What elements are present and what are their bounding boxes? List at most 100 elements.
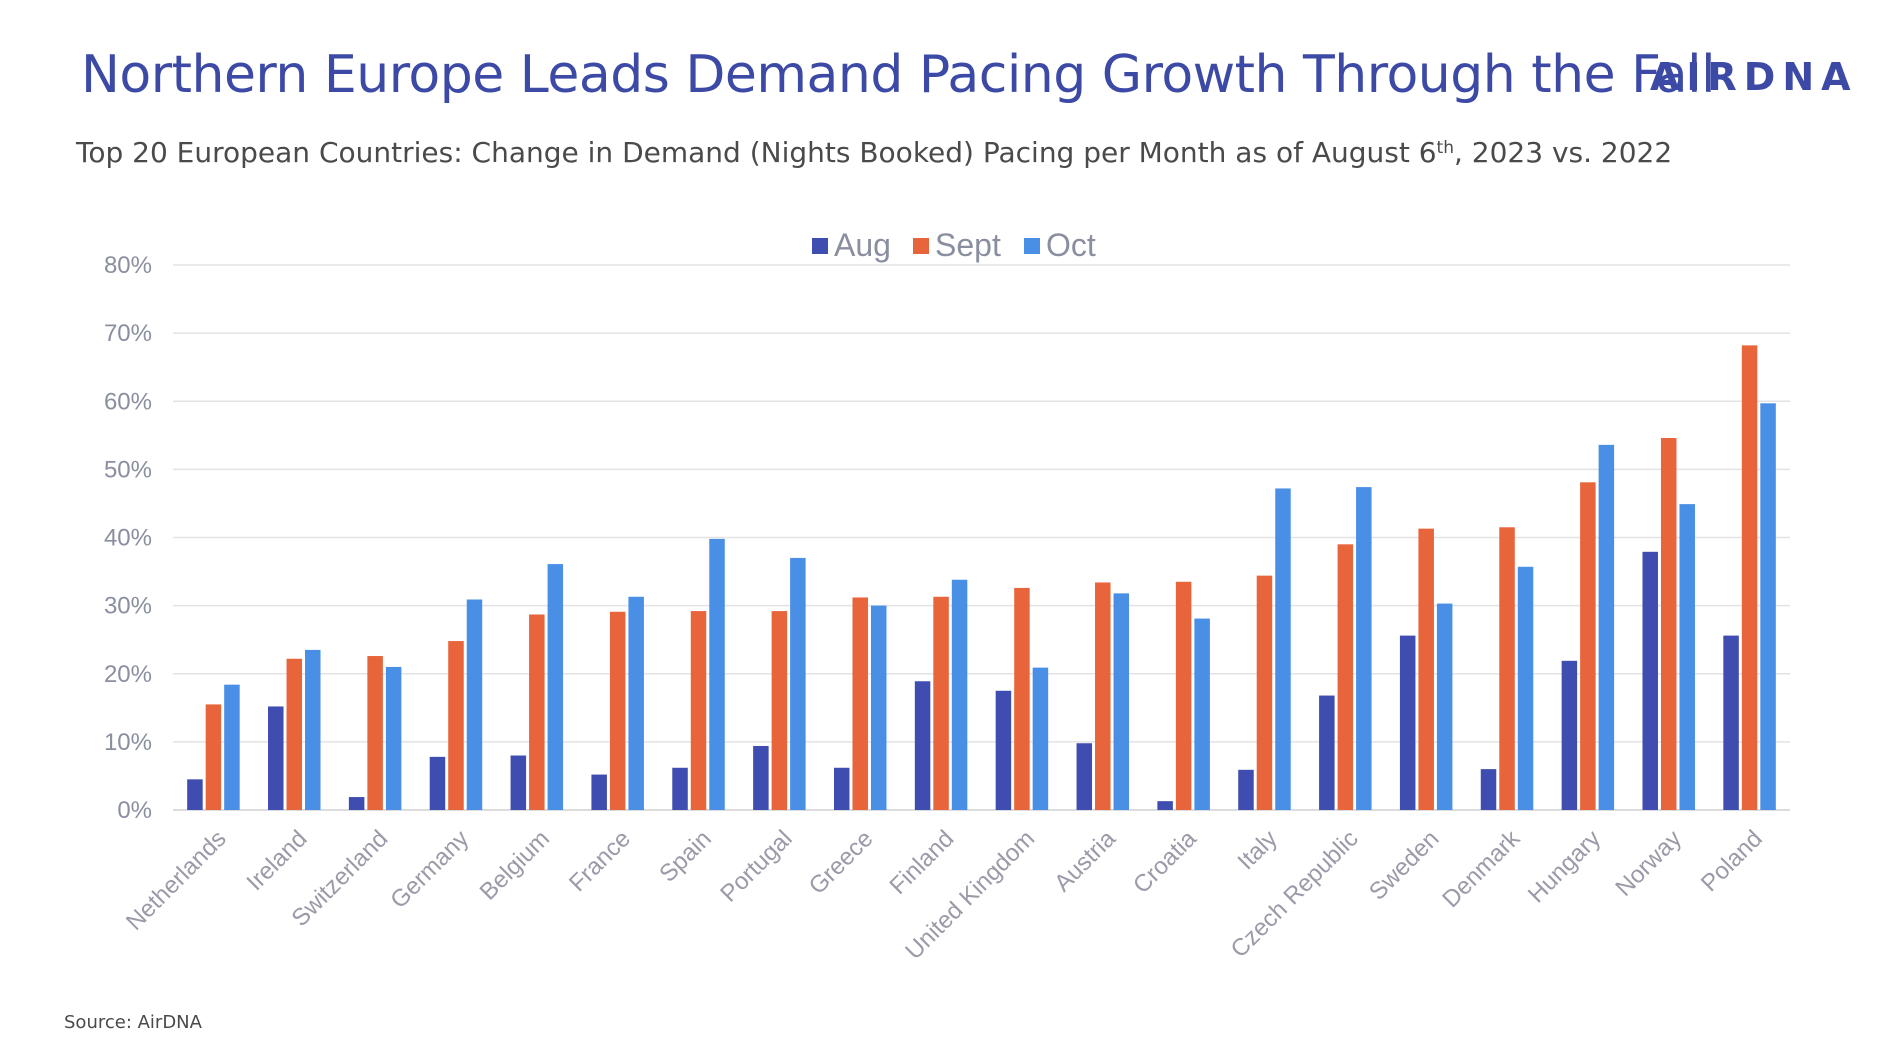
x-tick-label: Norway — [1610, 825, 1687, 902]
bar-aug — [1399, 635, 1416, 810]
bar-sept — [1580, 482, 1596, 810]
bar-sept — [771, 611, 788, 810]
x-tick-label: Greece — [804, 825, 879, 900]
bar-sept — [609, 611, 626, 810]
x-tick-label: Belgium — [475, 825, 555, 905]
x-tick-label: Finland — [885, 825, 960, 900]
bar-aug — [348, 797, 365, 810]
x-tick-label: Italy — [1233, 825, 1283, 875]
bar-oct — [547, 564, 564, 810]
bar-aug — [187, 779, 203, 810]
legend-label-aug: Aug — [834, 227, 891, 263]
bar-aug — [914, 681, 931, 810]
x-tick-label: Denmark — [1437, 824, 1526, 913]
bar-oct — [790, 557, 806, 810]
bar-oct — [1113, 593, 1130, 810]
chart-title: Northern Europe Leads Demand Pacing Grow… — [81, 45, 1716, 105]
bar-oct — [224, 684, 240, 810]
y-tick-label: 60% — [104, 388, 152, 415]
bar-sept — [1499, 527, 1515, 810]
legend-swatch-sept — [913, 238, 929, 254]
bar-aug — [995, 690, 1012, 810]
x-tick-label: Portugal — [715, 825, 797, 907]
bar-sept — [1175, 581, 1192, 810]
bar-sept — [1660, 438, 1677, 810]
y-tick-label: 0% — [117, 797, 152, 824]
bar-oct — [951, 579, 968, 810]
bar-aug — [672, 767, 688, 810]
legend-swatch-aug — [812, 238, 828, 254]
x-tick-label: Hungary — [1523, 825, 1606, 908]
bar-aug — [1642, 551, 1658, 810]
bar-oct — [1517, 566, 1534, 810]
bar-aug — [833, 767, 850, 810]
bar-aug — [1319, 695, 1335, 810]
bar-sept — [1418, 528, 1434, 810]
x-tick-label: France — [564, 825, 636, 897]
bar-oct — [1032, 667, 1049, 810]
bar-aug — [429, 756, 446, 810]
bar-sept — [529, 614, 545, 810]
bar-sept — [205, 704, 222, 810]
bar-sept — [1014, 587, 1030, 810]
bar-aug — [268, 706, 284, 810]
bar-sept — [690, 611, 707, 810]
x-tick-label: Austria — [1049, 825, 1121, 897]
bar-aug — [1480, 769, 1497, 810]
x-tick-label: Croatia — [1128, 825, 1202, 899]
x-tick-label: Germany — [385, 825, 474, 914]
x-tick-label: Spain — [654, 825, 717, 888]
bar-sept — [286, 658, 303, 810]
bar-oct — [466, 599, 483, 810]
y-tick-label: 20% — [104, 661, 152, 688]
bar-sept — [1741, 345, 1758, 810]
bar-oct — [1356, 487, 1372, 810]
bar-sept — [1095, 582, 1111, 810]
bar-aug — [1157, 801, 1173, 810]
bar-aug — [1076, 743, 1093, 810]
bar-sept — [448, 641, 464, 810]
bar-oct — [1275, 488, 1291, 810]
source-note: Source: AirDNA — [64, 1012, 202, 1033]
bar-sept — [1256, 575, 1273, 810]
bar-aug — [1238, 769, 1254, 810]
y-tick-label: 40% — [104, 525, 152, 552]
bar-aug — [1723, 635, 1739, 810]
bar-oct — [1679, 504, 1695, 810]
bar-oct — [1598, 444, 1615, 810]
legend-swatch-oct — [1024, 238, 1040, 254]
bar-sept — [852, 597, 868, 810]
bar-oct — [385, 666, 402, 810]
y-tick-label: 10% — [104, 729, 152, 756]
subtitle-superscript: th — [1436, 138, 1454, 158]
bar-sept — [1337, 544, 1354, 810]
y-tick-label: 80% — [104, 252, 152, 279]
bar-oct — [305, 649, 321, 810]
bar-sept — [367, 656, 383, 810]
legend-label-sept: Sept — [935, 227, 1001, 263]
bar-aug — [753, 745, 769, 810]
bar-oct — [628, 596, 644, 810]
bar-oct — [709, 538, 725, 810]
bar-aug — [510, 755, 527, 810]
bar-oct — [870, 605, 887, 810]
y-tick-label: 50% — [104, 456, 152, 483]
bar-oct — [1760, 403, 1776, 810]
subtitle-main: Top 20 European Countries: Change in Dem… — [76, 136, 1437, 169]
airdna-logo: AIRDNA — [1650, 55, 1858, 99]
bar-oct — [1194, 618, 1210, 810]
x-tick-label: Netherlands — [121, 825, 232, 936]
bar-sept — [933, 596, 949, 810]
bar-aug — [1561, 660, 1578, 810]
y-tick-label: 30% — [104, 593, 152, 620]
subtitle-tail: , 2023 vs. 2022 — [1454, 136, 1673, 169]
chart-subtitle: Top 20 European Countries: Change in Dem… — [76, 136, 1672, 169]
x-tick-label: Poland — [1696, 825, 1768, 897]
bar-aug — [591, 774, 607, 810]
bar-oct — [1436, 603, 1453, 810]
y-tick-label: 70% — [104, 320, 152, 347]
x-tick-label: Sweden — [1364, 825, 1444, 905]
x-tick-label: Ireland — [242, 825, 313, 896]
legend-label-oct: Oct — [1046, 227, 1096, 263]
